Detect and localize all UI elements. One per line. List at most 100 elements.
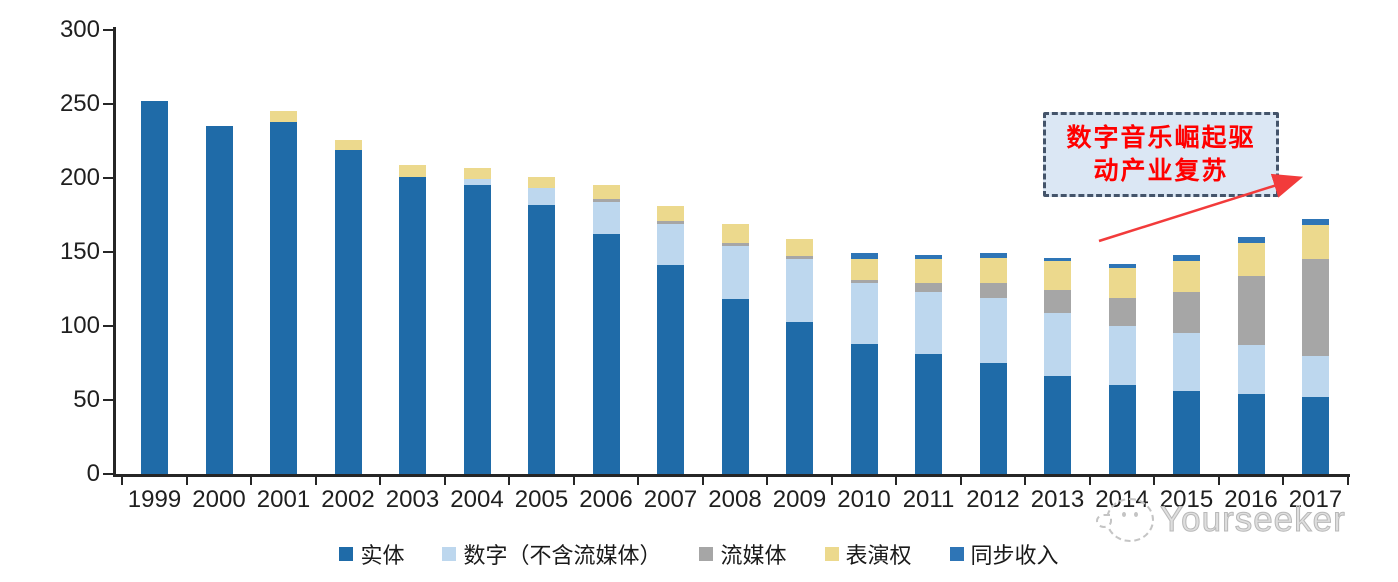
x-axis-label-2015: 2015 xyxy=(1159,486,1214,513)
bar-segment-2011-流媒体 xyxy=(915,283,942,292)
bar-segment-2010-流媒体 xyxy=(850,280,878,284)
bar-segment-2009-流媒体 xyxy=(786,256,813,260)
legend-item-同步收入: 同步收入 xyxy=(949,538,1059,570)
bar-segment-2012-表演权 xyxy=(979,257,1007,284)
bar-segment-2005-数字（不含流媒体） xyxy=(528,188,555,205)
x-axis-tick xyxy=(766,476,769,485)
y-axis-tick-label: 200 xyxy=(59,164,100,191)
bar-segment-2007-实体 xyxy=(657,265,684,474)
annotation-callout: 数字音乐崛起驱 动产业复苏 xyxy=(1043,112,1279,197)
y-axis-tick-label: 250 xyxy=(59,90,100,117)
y-axis-tick xyxy=(103,29,114,31)
x-axis-label-2002: 2002 xyxy=(321,486,375,513)
x-axis-label-2005: 2005 xyxy=(514,486,569,513)
bar-segment-2014-数字（不含流媒体） xyxy=(1108,326,1136,386)
x-axis-tick xyxy=(959,476,962,485)
x-axis-label-2013: 2013 xyxy=(1030,486,1085,513)
legend-marker-icon xyxy=(824,547,839,561)
x-axis-label-2016: 2016 xyxy=(1224,486,1278,513)
annotation-text-line1: 数字音乐崛起驱 xyxy=(1066,123,1256,152)
x-axis-label-1999: 1999 xyxy=(127,486,182,513)
x-axis-tick xyxy=(121,476,124,485)
x-axis-tick xyxy=(1088,476,1091,485)
bar-segment-2012-数字（不含流媒体） xyxy=(979,297,1007,363)
bar-segment-2008-数字（不含流媒体） xyxy=(721,246,749,300)
annotation-text-line2: 动产业复苏 xyxy=(1093,156,1229,185)
bar-segment-2009-实体 xyxy=(786,321,813,474)
y-axis-tick-label: 0 xyxy=(86,460,100,487)
x-axis-label-2003: 2003 xyxy=(385,486,440,513)
x-axis-tick xyxy=(250,476,253,485)
y-axis-tick xyxy=(103,325,114,327)
bar-segment-2005-表演权 xyxy=(528,176,555,189)
legend-item-流媒体: 流媒体 xyxy=(699,538,787,570)
bar-segment-2014-流媒体 xyxy=(1108,297,1136,326)
bar-segment-2016-流媒体 xyxy=(1237,275,1265,346)
y-axis-tick xyxy=(103,251,114,253)
bar-segment-2003-表演权 xyxy=(399,164,426,177)
bar-segment-2001-表演权 xyxy=(270,111,297,122)
bar-segment-2011-表演权 xyxy=(915,259,942,284)
bar-segment-2014-实体 xyxy=(1108,385,1136,474)
x-axis-tick xyxy=(443,476,446,485)
bar-segment-2007-数字（不含流媒体） xyxy=(657,223,684,266)
bar-segment-2009-表演权 xyxy=(786,238,813,257)
bar-segment-2002-表演权 xyxy=(334,139,362,150)
legend-label: 数字（不含流媒体） xyxy=(463,543,662,568)
x-axis-tick xyxy=(185,476,188,485)
bar-segment-2015-数字（不含流媒体） xyxy=(1173,333,1200,392)
x-axis-tick xyxy=(1153,476,1156,485)
y-axis-tick-label: 150 xyxy=(59,238,100,265)
bar-segment-2016-实体 xyxy=(1237,394,1265,474)
x-axis-tick xyxy=(1282,476,1285,485)
legend-item-数字（不含流媒体）: 数字（不含流媒体） xyxy=(442,538,661,570)
bar-segment-2011-同步收入 xyxy=(915,254,942,260)
bar-segment-2003-实体 xyxy=(399,176,426,474)
bar-segment-2004-实体 xyxy=(463,185,491,474)
bar-segment-2006-数字（不含流媒体） xyxy=(592,201,620,235)
bar-segment-2013-实体 xyxy=(1044,376,1071,474)
x-axis-label-2000: 2000 xyxy=(192,486,246,513)
bar-segment-2012-流媒体 xyxy=(979,283,1007,298)
x-axis-tick xyxy=(314,476,317,485)
legend-label: 流媒体 xyxy=(720,543,787,568)
bar-segment-2017-表演权 xyxy=(1302,225,1329,260)
x-axis-label-2017: 2017 xyxy=(1288,486,1343,513)
bar-segment-2007-流媒体 xyxy=(657,220,684,224)
bar-segment-2017-数字（不含流媒体） xyxy=(1302,355,1329,398)
bar-segment-2010-同步收入 xyxy=(850,253,878,260)
x-axis-tick xyxy=(508,476,511,485)
bar-segment-2009-数字（不含流媒体） xyxy=(786,259,813,322)
bar-segment-2017-同步收入 xyxy=(1302,219,1329,226)
bar-segment-2005-实体 xyxy=(528,204,555,474)
y-axis-tick-label: 50 xyxy=(73,386,100,413)
legend-item-表演权: 表演权 xyxy=(824,538,912,570)
y-axis-tick xyxy=(103,103,114,105)
bar-segment-2013-同步收入 xyxy=(1044,257,1071,261)
bar-segment-2016-表演权 xyxy=(1237,243,1265,276)
x-axis-label-2009: 2009 xyxy=(772,486,827,513)
bar-segment-2008-流媒体 xyxy=(721,243,749,247)
x-axis-label-2008: 2008 xyxy=(708,486,762,513)
bar-segment-2011-实体 xyxy=(915,354,942,474)
x-axis-label-2011: 2011 xyxy=(902,486,955,513)
legend-label: 表演权 xyxy=(845,543,912,568)
bar-segment-2007-表演权 xyxy=(657,206,684,221)
x-axis-label-2004: 2004 xyxy=(450,486,504,513)
legend-marker-icon xyxy=(699,547,714,561)
bar-segment-2006-实体 xyxy=(592,234,620,474)
legend-marker-icon xyxy=(442,547,457,561)
bar-segment-2010-数字（不含流媒体） xyxy=(850,283,878,344)
chart-legend: 实体 数字（不含流媒体） 流媒体 表演权 同步收入 xyxy=(0,538,1398,570)
bar-segment-2013-数字（不含流媒体） xyxy=(1044,312,1071,377)
bar-segment-2016-数字（不含流媒体） xyxy=(1237,345,1265,395)
legend-label: 实体 xyxy=(360,543,405,568)
bar-segment-2002-实体 xyxy=(334,149,362,474)
bar-segment-2015-同步收入 xyxy=(1173,254,1200,261)
bar-segment-2006-表演权 xyxy=(592,185,620,199)
bar-segment-2017-实体 xyxy=(1302,397,1329,474)
x-axis-tick xyxy=(637,476,640,485)
bar-segment-2012-实体 xyxy=(979,363,1007,474)
x-axis-line xyxy=(113,474,1350,477)
